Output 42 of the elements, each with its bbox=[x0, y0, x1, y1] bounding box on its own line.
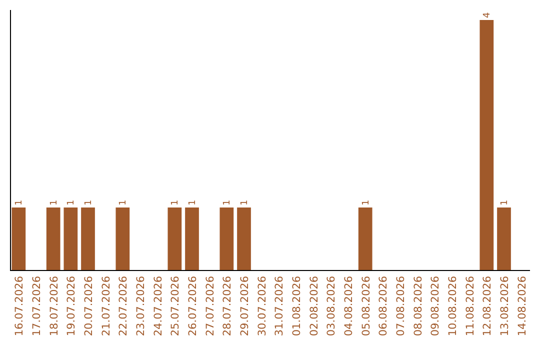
x-tick-label: 23.07.2026 bbox=[135, 276, 147, 336]
x-tick-label: 27.07.2026 bbox=[204, 276, 216, 336]
x-tick-label: 11.08.2026 bbox=[464, 276, 476, 336]
x-tick-label: 18.07.2026 bbox=[48, 276, 60, 336]
x-tick-label: 12.08.2026 bbox=[482, 276, 494, 336]
x-tick-label: 22.07.2026 bbox=[118, 276, 130, 336]
x-tick-label: 29.07.2026 bbox=[239, 276, 251, 336]
data-label: 1 bbox=[49, 200, 60, 206]
data-label: 1 bbox=[14, 200, 25, 206]
x-tick-label: 24.07.2026 bbox=[152, 276, 164, 336]
x-tick-label: 28.07.2026 bbox=[222, 276, 234, 336]
x-tick-label: 03.08.2026 bbox=[326, 276, 338, 336]
x-tick-label: 17.07.2026 bbox=[31, 276, 43, 336]
x-tick-label: 14.08.2026 bbox=[516, 276, 528, 336]
x-tick-label: 30.07.2026 bbox=[256, 276, 268, 336]
x-tick-label: 21.07.2026 bbox=[100, 276, 112, 336]
data-label: 1 bbox=[222, 200, 233, 206]
x-tick-label: 04.08.2026 bbox=[343, 276, 355, 336]
x-tick-label: 10.08.2026 bbox=[447, 276, 459, 336]
x-tick-label: 13.08.2026 bbox=[499, 276, 511, 336]
data-label: 1 bbox=[500, 200, 510, 206]
x-tick-label: 07.08.2026 bbox=[395, 276, 407, 336]
data-label: 4 bbox=[482, 12, 493, 18]
data-label: 1 bbox=[188, 200, 198, 206]
x-tick-label: 09.08.2026 bbox=[430, 276, 442, 336]
x-tick-label: 16.07.2026 bbox=[14, 276, 26, 336]
data-label: 1 bbox=[118, 200, 129, 206]
x-tick-label: 06.08.2026 bbox=[378, 276, 390, 336]
data-label: 1 bbox=[66, 200, 77, 206]
data-label: 1 bbox=[170, 200, 181, 206]
data-label: 1 bbox=[84, 200, 94, 206]
x-tick-label: 25.07.2026 bbox=[170, 276, 182, 336]
x-tick-label: 31.07.2026 bbox=[274, 276, 286, 336]
x-tick-label: 02.08.2026 bbox=[308, 276, 320, 336]
data-label: 1 bbox=[240, 200, 250, 206]
x-tick-label: 08.08.2026 bbox=[412, 276, 424, 336]
x-tick-label: 26.07.2026 bbox=[187, 276, 199, 336]
x-tick-label: 05.08.2026 bbox=[360, 276, 372, 336]
data-label: 1 bbox=[361, 200, 372, 206]
x-tick-label: 01.08.2026 bbox=[291, 276, 303, 336]
x-tick-label: 19.07.2026 bbox=[66, 276, 78, 336]
x-tick-label: 20.07.2026 bbox=[83, 276, 95, 336]
